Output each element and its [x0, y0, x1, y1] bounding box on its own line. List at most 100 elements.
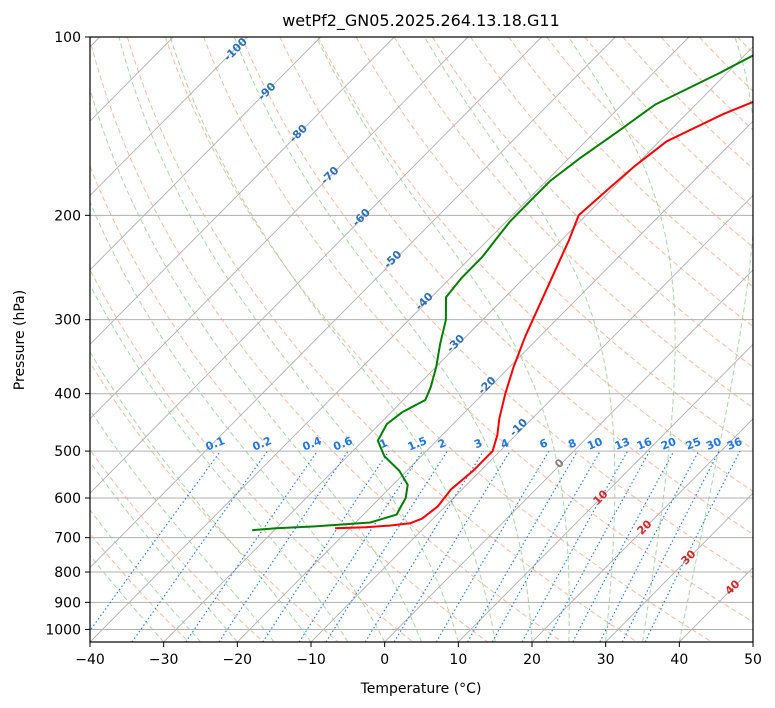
isotherm-line [90, 37, 395, 345]
mixing-ratio-line [364, 450, 484, 642]
mixing-ratio-label: 20 [659, 435, 678, 453]
x-tick-label: −20 [223, 652, 253, 668]
dry-adiabats [90, 37, 753, 642]
mixing-ratio-line [572, 450, 675, 642]
moist-adiabats [90, 37, 753, 642]
mixing-ratio-line [90, 450, 221, 632]
y-tick-label: 100 [54, 30, 81, 46]
profile-series [252, 54, 753, 532]
isotherm-line [605, 492, 753, 642]
moist-adiabat-line [90, 461, 238, 642]
y-tick-label: 800 [54, 565, 81, 581]
isotherm-line [531, 418, 753, 642]
dry-adiabat-line [90, 38, 563, 642]
mixing-ratio-label: 3 [472, 436, 484, 451]
x-tick-label: −30 [149, 652, 179, 668]
moist-adiabat-line [169, 37, 496, 642]
moist-adiabat-line [424, 37, 616, 642]
mixing-ratio-line [521, 450, 629, 642]
isotherm-line [384, 269, 753, 642]
isotherm-line [237, 120, 753, 642]
x-tick-label: 50 [744, 652, 762, 668]
y-tick-label: 400 [54, 387, 81, 403]
dry-adiabat-line [165, 37, 712, 642]
x-axis-label: Temperature (°C) [360, 681, 482, 697]
mixing-ratio-label: 25 [684, 435, 703, 453]
mixing-ratio-label: 10 [585, 435, 604, 453]
y-tick-label: 300 [54, 313, 81, 329]
moist-adiabat-line [678, 37, 753, 642]
dry-adiabat-line [317, 37, 753, 492]
isotherm-line [163, 46, 753, 642]
x-tick-label: 30 [597, 652, 615, 668]
isotherm-line [90, 37, 542, 494]
dry-adiabat-line [90, 268, 414, 642]
dry-adiabat-line [90, 164, 488, 642]
moist-adiabat-line [568, 37, 676, 642]
mixing-ratio-line [131, 450, 268, 642]
mixing-ratio-line [262, 450, 390, 642]
mixing-ratio-line [325, 450, 448, 642]
dry-adiabat-line [622, 37, 753, 170]
isotherm-line [90, 37, 616, 569]
y-tick-label: 700 [54, 531, 81, 547]
axis-ticks: −40 −30 −20 −10 0 10 20 30 40 50 1000 900 800 700 600 5… [45, 30, 762, 668]
x-tick-label: −10 [296, 652, 326, 668]
mixing-ratio-line [393, 450, 511, 642]
isotherm-line [90, 37, 690, 642]
isotherm-grid [90, 37, 753, 642]
dry-adiabat-line [584, 37, 753, 209]
y-tick-label: 1000 [45, 622, 81, 638]
mixing-ratio-label: 36 [725, 435, 744, 453]
temperature-profile-line [335, 100, 753, 530]
dry-adiabat-line [431, 37, 753, 368]
x-tick-label: 20 [523, 652, 541, 668]
mixing-ratio-label: 1 [378, 436, 390, 451]
x-tick-label: 40 [670, 652, 688, 668]
isotherm-line [90, 37, 469, 420]
dry-adiabat-line [393, 37, 753, 409]
moist-adiabat-line [118, 37, 459, 642]
mixing-ratio-label: 30 [704, 435, 723, 453]
x-tick-label: 0 [380, 652, 389, 668]
dry-adiabat-line [203, 37, 753, 623]
chart-title: wetPf2_GN05.2025.264.13.18.G11 [282, 11, 560, 31]
mixing-ratio-line [491, 450, 601, 642]
y-tick-label: 600 [54, 491, 81, 507]
mixing-ratio-line [621, 450, 720, 642]
y-tick-label: 900 [54, 595, 81, 611]
y-tick-label: 500 [54, 444, 81, 460]
plot-frame [89, 36, 754, 643]
pressure-grid [90, 37, 753, 630]
dry-adiabat-line [90, 448, 264, 642]
mixing-ratio-label: 16 [635, 435, 654, 453]
isotherm-line [90, 37, 248, 197]
mixing-ratio-line [185, 450, 318, 642]
mixing-ratio-line [298, 450, 423, 642]
dry-adiabat-line [241, 37, 753, 579]
moist-adiabat-line [90, 283, 349, 642]
mixing-ratio-line [218, 450, 349, 642]
mixing-ratio-label: 8 [566, 436, 578, 451]
y-tick-label: 200 [54, 208, 81, 224]
isotherm-line [90, 37, 321, 271]
mixing-ratio-lines: 0.1 0.2 0.4 0.6 1 1.5 2 3 4 6 8 10 13 16 20 25 30 36 [90, 434, 744, 642]
moist-adiabat-line [233, 37, 533, 642]
moist-adiabat-line [315, 37, 570, 642]
mixing-ratio-line [644, 450, 741, 642]
mixing-ratio-label: 2 [436, 436, 448, 451]
mixing-ratio-line [545, 450, 651, 642]
isotherm-line [458, 343, 753, 642]
dry-adiabat-line [508, 37, 753, 288]
dewpoint-profile-line [252, 54, 753, 532]
moist-adiabat-line [90, 200, 386, 642]
x-tick-label: −40 [75, 652, 105, 668]
dry-adiabat-line [279, 37, 753, 535]
x-tick-label: 10 [449, 652, 467, 668]
moist-adiabat-line [90, 408, 275, 642]
y-axis-label: Pressure (hPa) [12, 290, 28, 390]
dry-adiabat-line [126, 37, 638, 642]
isotherm-line [310, 194, 753, 642]
